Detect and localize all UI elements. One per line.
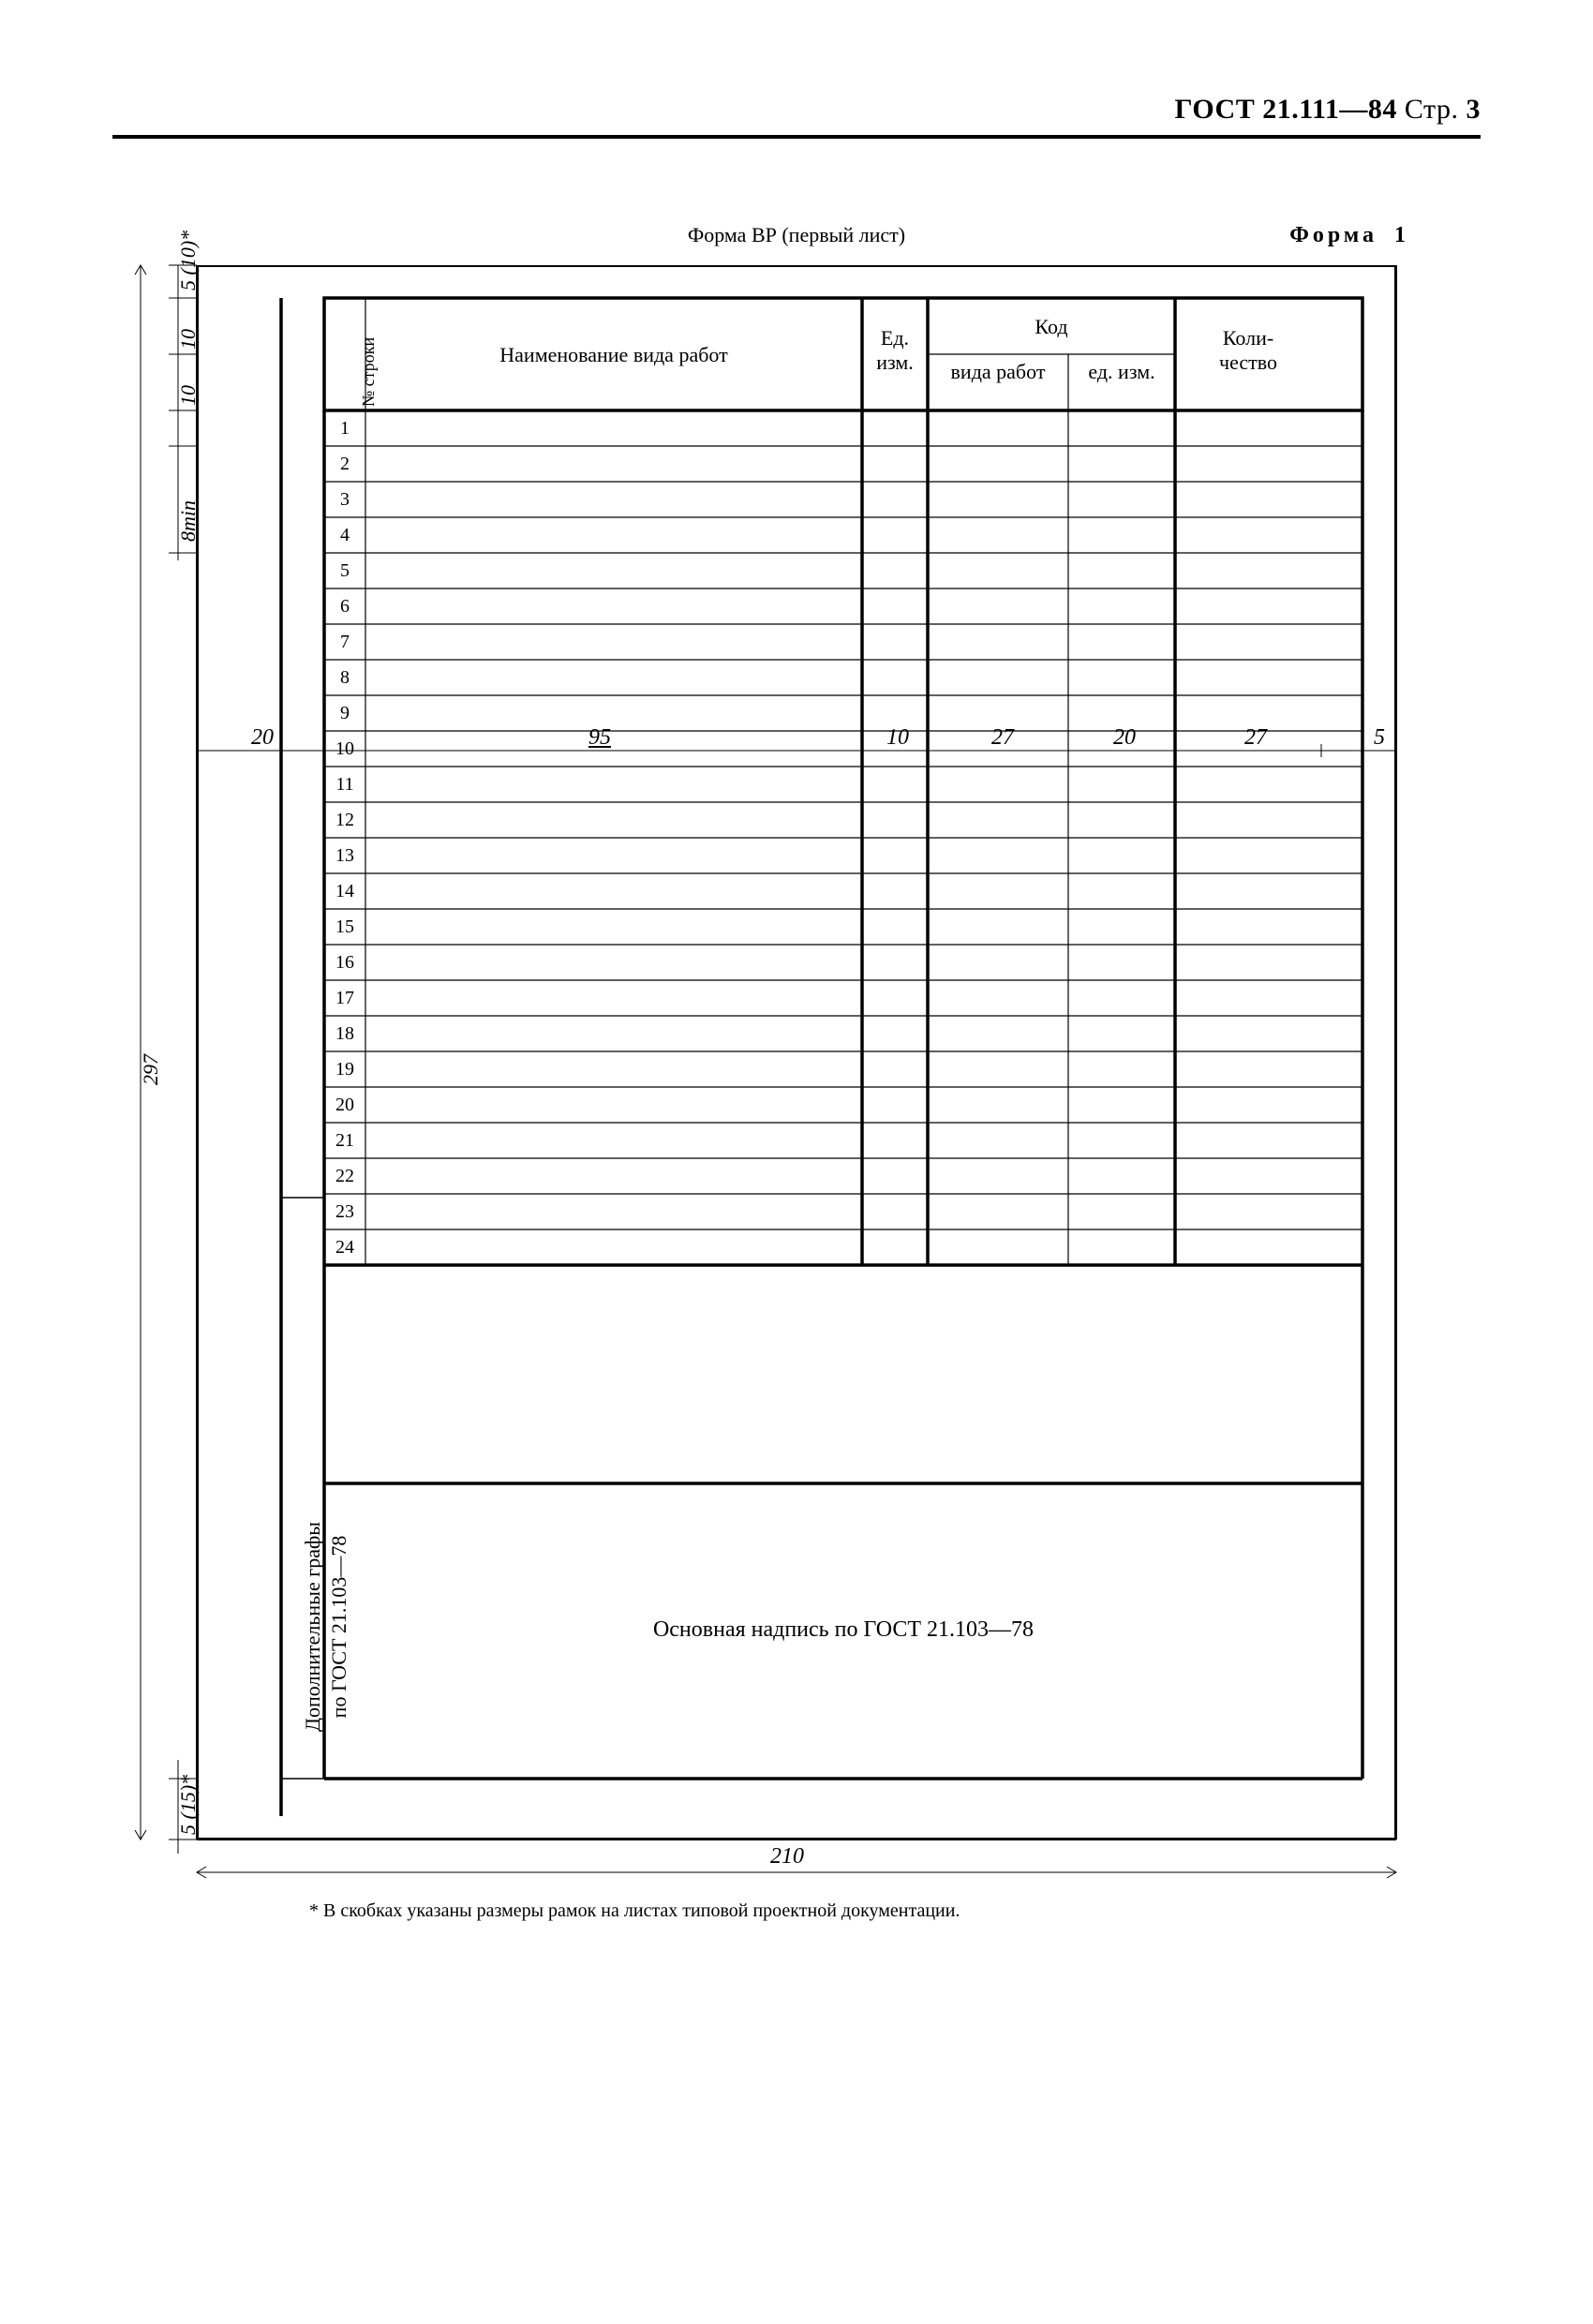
row-number: 19 [324, 1059, 365, 1080]
row-number: 13 [324, 845, 365, 867]
col-code: Код [928, 315, 1175, 339]
col-name: Наименование вида работ [375, 343, 853, 367]
row-number: 14 [324, 881, 365, 902]
row-number: 18 [324, 1023, 365, 1045]
side-block-line1: Дополнительные графы [301, 1522, 324, 1732]
colw-qty: 27 [1218, 725, 1293, 751]
colw-code-work: 27 [965, 725, 1040, 751]
row-number: 22 [324, 1166, 365, 1187]
page-header: ГОСТ 21.111—84 Стр. 3 [112, 94, 1481, 139]
row-number: 1 [324, 418, 365, 439]
dim-header-row1: 10 [176, 329, 201, 350]
row-number: 20 [324, 1095, 365, 1116]
col-unit: Ед. изм. [862, 326, 928, 376]
dim-bottom-gap: 5 (15)* [176, 1775, 201, 1835]
dim-row-h: 8min [176, 500, 201, 542]
row-number: 10 [324, 738, 365, 760]
row-number: 3 [324, 489, 365, 511]
row-number: 15 [324, 916, 365, 938]
dim-header-row2: 10 [176, 385, 201, 406]
colw-unit: 10 [870, 725, 926, 751]
footnote: * В скобках указаны размеры рамок на лис… [309, 1900, 1434, 1922]
row-number: 6 [324, 596, 365, 618]
row-number: 23 [324, 1201, 365, 1223]
dim-page-width: 210 [731, 1844, 843, 1870]
row-number: 9 [324, 703, 365, 724]
dim-page-height: 297 [139, 1054, 163, 1085]
row-number: 21 [324, 1130, 365, 1152]
col-code-unit: ед. изм. [1068, 360, 1175, 384]
col-qty: Коли- чество [1175, 326, 1321, 376]
dim-left-margin: 20 [225, 725, 300, 751]
row-number: 11 [324, 774, 365, 796]
colw-code-unit: 20 [1092, 725, 1157, 751]
row-number: 7 [324, 632, 365, 653]
row-number: 12 [324, 810, 365, 831]
row-number: 2 [324, 454, 365, 475]
standard-code: ГОСТ 21.111—84 [1175, 94, 1397, 125]
row-number: 5 [324, 560, 365, 582]
page-number: 3 [1466, 94, 1481, 125]
colw-margin-right: 5 [1362, 725, 1396, 751]
main-inscription: Основная надпись по ГОСТ 21.103—78 [324, 1617, 1362, 1643]
page-label: Стр. [1405, 94, 1459, 125]
row-number: 17 [324, 988, 365, 1009]
row-number: 4 [324, 525, 365, 546]
form-drawing: Форма ВР (первый лист) Форма 1 [112, 223, 1481, 1919]
colw-name: 95 [543, 725, 656, 751]
row-number: 16 [324, 952, 365, 974]
row-number: 24 [324, 1237, 365, 1259]
dim-top-gap: 5 (10)* [176, 231, 201, 290]
row-number: 8 [324, 667, 365, 689]
col-code-work: вида работ [928, 360, 1068, 384]
